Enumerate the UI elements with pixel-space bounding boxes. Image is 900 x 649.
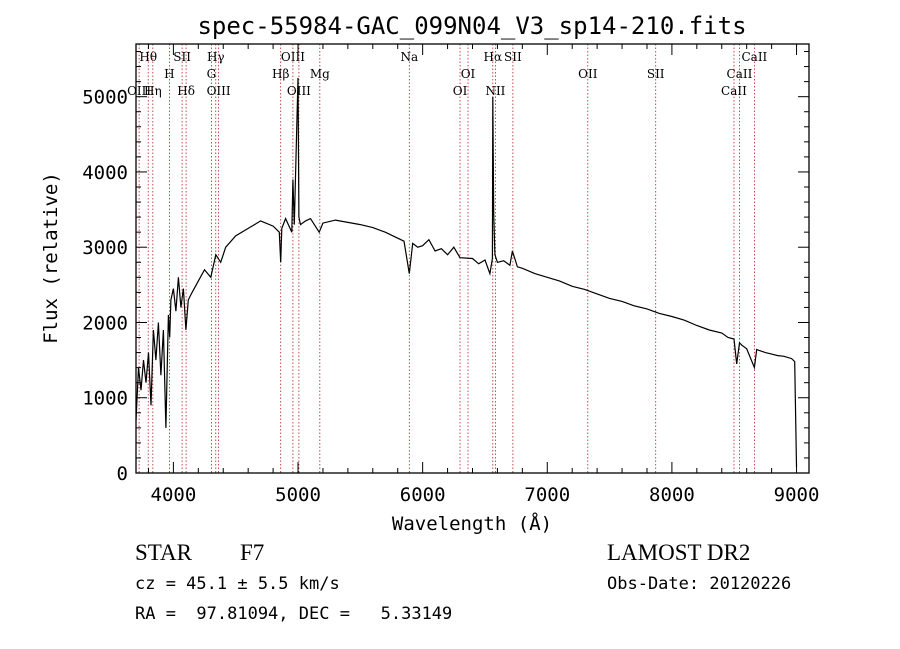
line-marker-label: Hη: [144, 84, 162, 98]
line-marker-label: Mg: [310, 67, 330, 81]
line-marker-label: OI: [453, 84, 468, 98]
spectral-line-markers: HθOIIIHηHSIIHδHγGOIIIHβOIIIOIIIMgNaOIOIH…: [127, 44, 768, 473]
line-marker-label: Na: [400, 50, 418, 64]
x-tick-label: 4000: [151, 484, 197, 506]
survey-name: LAMOST DR2: [607, 540, 751, 565]
obs-date-text: Obs-Date: 20120226: [607, 574, 792, 594]
line-marker-label: G: [207, 67, 217, 81]
line-marker-label: NII: [485, 84, 505, 98]
x-tick-label: 8000: [649, 484, 695, 506]
line-marker-label: Hβ: [272, 67, 289, 81]
line-marker-label: SII: [173, 50, 191, 64]
line-marker-label: Hδ: [177, 84, 195, 98]
line-marker-label: OII: [578, 67, 598, 81]
x-tick-label: 7000: [524, 484, 570, 506]
redshift-text: cz = 45.1 ± 5.5 km/s: [135, 574, 340, 594]
spectrum-line: [135, 77, 798, 468]
x-tick-label: 6000: [400, 484, 446, 506]
y-axis-label: Flux (relative): [40, 172, 62, 344]
y-tick-label: 2000: [82, 312, 128, 334]
radec-text: RA = 97.81094, DEC = 5.33149: [135, 604, 453, 624]
object-subclass: F7: [240, 540, 265, 565]
x-tick-label: 5000: [275, 484, 321, 506]
y-tick-label: 4000: [82, 162, 128, 184]
line-marker-label: Hγ: [207, 50, 225, 64]
line-marker-label: OI: [461, 67, 476, 81]
line-marker-label: Hα: [484, 50, 503, 64]
line-marker-label: CaII: [727, 67, 753, 81]
y-tick-label: 5000: [82, 87, 128, 109]
axis-ticks: 4000 5000 6000 7000 8000 9000 0 1000 2000 3000 400…: [82, 44, 819, 506]
line-marker-label: OIII: [287, 84, 311, 98]
line-marker-label: SII: [504, 50, 522, 64]
y-tick-label: 1000: [82, 388, 128, 410]
line-marker-label: OIII: [127, 84, 151, 98]
y-tick-label: 3000: [82, 237, 128, 259]
line-marker-label: CaII: [741, 50, 767, 64]
object-class: STAR: [135, 540, 192, 565]
x-tick-label: 9000: [774, 484, 820, 506]
line-marker-label: Hθ: [139, 50, 157, 64]
line-marker-label: SII: [647, 67, 665, 81]
line-marker-label: OIII: [207, 84, 231, 98]
y-tick-label: 0: [117, 463, 128, 485]
x-axis-label: Wavelength (Å): [392, 512, 552, 535]
chart-title: spec-55984-GAC_099N04_V3_sp14-210.fits: [197, 12, 746, 40]
line-marker-label: CaII: [721, 84, 747, 98]
line-marker-label: OIII: [281, 50, 305, 64]
line-marker-label: H: [164, 67, 174, 81]
